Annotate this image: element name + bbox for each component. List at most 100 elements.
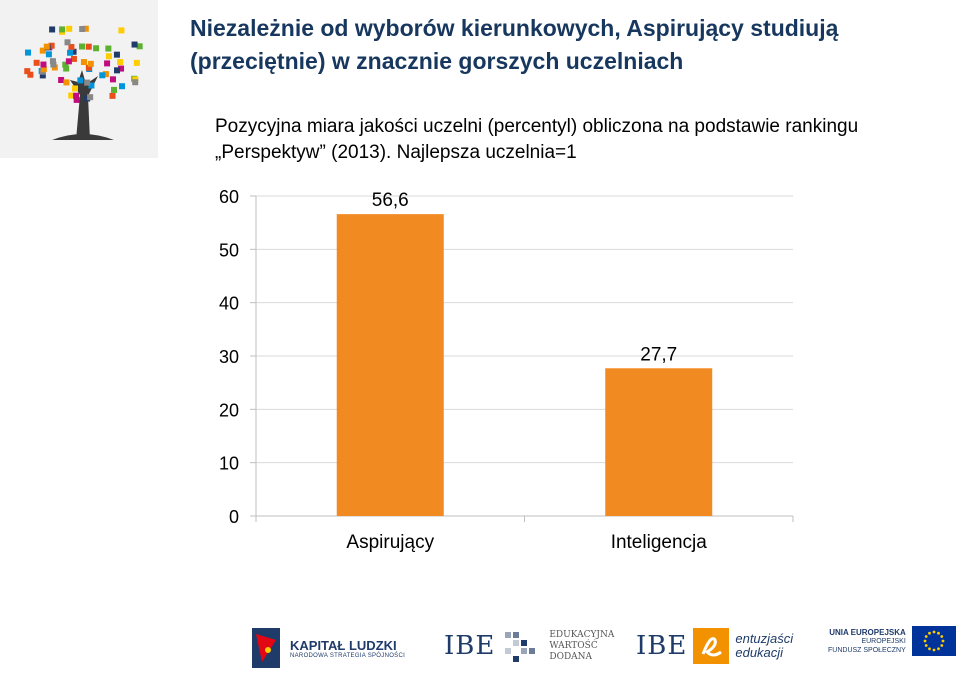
tree-leaf-tile [79, 43, 86, 50]
ibe-ewd-logo: IBE EDUKACYJNA WARTOŚĆ DODANA [444, 628, 614, 664]
tree-leaf-tile [133, 59, 140, 66]
tree-leaf-tile [109, 92, 116, 99]
eu-star-icon [923, 639, 927, 643]
tree-leaf-tile [102, 71, 109, 78]
tree-leaf-tile [49, 58, 56, 65]
tree-leaf-tile [104, 60, 111, 67]
grid-lines [256, 195, 793, 517]
ewd-line-1: EDUKACYJNA [549, 629, 615, 640]
tree-leaf-tile [39, 47, 46, 54]
bar-value-label: 27,7 [640, 344, 677, 365]
eu-fund-line-1: EUROPEJSKI [861, 637, 906, 645]
tree-leaf-tile [77, 77, 84, 84]
y-tick-label: 60 [219, 187, 239, 207]
y-tick-label: 0 [229, 507, 239, 527]
footer-logos: KAPITAŁ LUDZKI NARODOWA STRATEGIA SPÓJNO… [0, 612, 959, 682]
tree-leaf-tile [40, 61, 47, 68]
tree-leaf-tile [58, 76, 65, 83]
chart-subtitle: Pozycyjna miara jakości uczelni (percent… [215, 116, 859, 163]
tree-leaf-tile [45, 51, 52, 58]
x-axis: Aspirujący Inteligencja [255, 516, 794, 553]
tree-leaf-tile [70, 55, 77, 62]
entuzjasci-line-2: edukacji [735, 645, 784, 660]
y-tick-label: 50 [219, 240, 239, 260]
tree-leaf-tile [118, 65, 125, 72]
tree-leaf-tile [111, 86, 118, 93]
tree-leaf-tile [113, 51, 120, 58]
ibe-text-2: IBE [636, 631, 688, 661]
eu-star-icon [927, 631, 931, 635]
pixel-grid-icon [505, 632, 536, 662]
eu-star-icon [941, 639, 945, 643]
tree-leaf-tile [136, 43, 143, 50]
eu-star-icon [932, 630, 936, 634]
tree-leaf-tile [119, 83, 126, 90]
kapital-ludzki-subtext: NARODOWA STRATEGIA SPÓJNOŚCI [290, 652, 406, 659]
ibe-text: IBE [444, 631, 496, 661]
eu-star-icon [924, 644, 928, 647]
tree-leaf-tile [79, 25, 86, 32]
kapital-ludzki-logo: KAPITAŁ LUDZKI NARODOWA STRATEGIA SPÓJNO… [248, 626, 405, 670]
tree-leaf-tile [39, 72, 46, 79]
tree-leaf-tile [105, 45, 112, 52]
tree-leaf-tile [71, 85, 78, 92]
bar-0 [336, 214, 444, 516]
eu-star-icon [940, 635, 943, 638]
tree-leaf-tile [33, 59, 40, 66]
entuzjasci-line-1: entuzjaści [735, 631, 794, 646]
tree-leaf-tile [70, 48, 77, 55]
y-axis: 0 10 20 30 40 50 60 [219, 187, 257, 527]
eu-fund-line-2: FUNDUSZ SPOŁECZNY [828, 646, 906, 654]
tree-leaf-tile [68, 92, 75, 99]
eu-star-icon [932, 648, 936, 652]
eu-flag-icon [911, 626, 956, 656]
tree-leaf-tile [88, 82, 95, 89]
bar-value-label: 56,6 [372, 190, 409, 211]
tree-leaf-tile [64, 39, 71, 46]
tree-leaf-tile [93, 45, 100, 52]
tree-leaf-tile [114, 67, 121, 74]
eu-star-icon [924, 635, 928, 638]
tree-leaf-tile [82, 25, 89, 32]
ewd-line-2: WARTOŚĆ [549, 640, 598, 651]
x-category-label: Aspirujący [346, 532, 434, 553]
kapital-ludzki-text: KAPITAŁ LUDZKI [290, 637, 397, 653]
tree-leaf-tile [63, 79, 70, 86]
tree-leaf-tile [48, 42, 55, 49]
tree-leaf-tile [40, 66, 47, 73]
eu-star-icon [936, 647, 940, 651]
tree-leaf-tile [73, 92, 80, 99]
eu-star-icon [940, 644, 943, 647]
tree-leaf-tile [109, 76, 116, 83]
ibe-entuzjasci-logo: IBE entuzjaści edukacji [636, 628, 793, 664]
tree-leaf-tile [132, 79, 139, 86]
tree-leaf-tile [67, 49, 74, 56]
tree-leaf-tile [73, 96, 80, 103]
ewd-line-3: DODANA [549, 651, 593, 662]
slide-title: Niezależnie od wyborów kierunkowych, Asp… [190, 15, 839, 74]
eu-logo: UNIA EUROPEJSKA EUROPEJSKI FUNDUSZ SPOŁE… [828, 626, 956, 656]
tree-leaf-tile [49, 26, 56, 33]
x-category-label: Inteligencja [611, 532, 708, 553]
tree-leaf-tile [24, 68, 31, 75]
tree-leaf-tile [68, 43, 75, 50]
tree-leaf-tile [80, 59, 87, 66]
tree-leaf-tile [105, 53, 112, 60]
eu-name: UNIA EUROPEJSKA [829, 627, 906, 637]
bar-1 [605, 368, 713, 516]
orange-e-icon [693, 628, 730, 664]
eu-star-icon [927, 647, 931, 651]
tree-leaf-tile [118, 27, 125, 34]
letter-tree-logo [0, 0, 158, 158]
bar-chart: 0 10 20 30 40 50 60 56,6 27,7 Aspirujący Intelig… [219, 187, 794, 553]
tree-leaf-tile [27, 71, 34, 78]
tree-leaf-tile [25, 49, 32, 56]
tree-leaf-tile [87, 60, 94, 67]
tree-leaf-tile [131, 41, 138, 48]
tree-leaf-tile [84, 79, 91, 86]
tree-leaf-tile [63, 65, 70, 72]
tree-leaf-tile [43, 43, 50, 50]
tree-leaf-tile [59, 26, 66, 33]
y-tick-label: 20 [219, 400, 239, 420]
y-tick-label: 40 [219, 294, 239, 314]
